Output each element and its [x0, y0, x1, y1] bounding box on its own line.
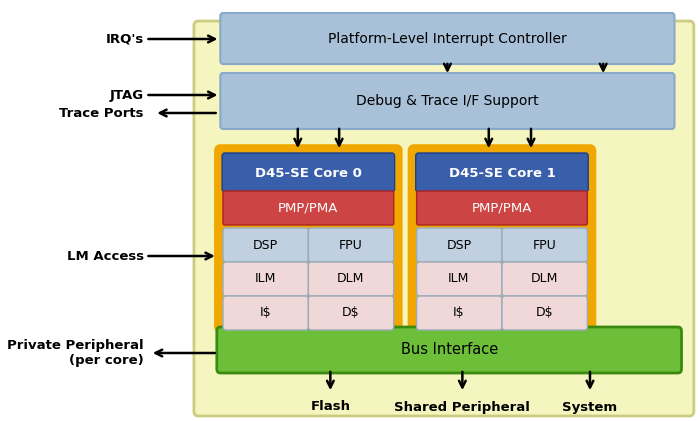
Text: ILM: ILM — [255, 272, 276, 285]
Text: FPU: FPU — [339, 239, 363, 251]
Text: PMP/PMA: PMP/PMA — [472, 202, 532, 215]
FancyBboxPatch shape — [222, 153, 395, 192]
FancyBboxPatch shape — [410, 147, 594, 330]
FancyBboxPatch shape — [309, 262, 393, 296]
FancyBboxPatch shape — [223, 262, 309, 296]
Text: Debug & Trace I/F Support: Debug & Trace I/F Support — [356, 94, 539, 108]
Text: DSP: DSP — [447, 239, 471, 251]
Text: D$: D$ — [342, 306, 359, 320]
Text: Platform-Level Interrupt Controller: Platform-Level Interrupt Controller — [328, 32, 567, 46]
FancyBboxPatch shape — [223, 191, 393, 225]
FancyBboxPatch shape — [416, 262, 502, 296]
Text: Private Peripheral
(per core): Private Peripheral (per core) — [7, 339, 143, 367]
Text: DSP: DSP — [253, 239, 278, 251]
Text: IRQ's: IRQ's — [106, 32, 144, 45]
Text: Bus Interface: Bus Interface — [400, 343, 498, 357]
Text: D45-SE Core 0: D45-SE Core 0 — [255, 166, 362, 179]
Text: I$: I$ — [453, 306, 465, 320]
FancyBboxPatch shape — [416, 228, 502, 262]
FancyBboxPatch shape — [502, 296, 587, 330]
FancyBboxPatch shape — [416, 191, 587, 225]
Text: D$: D$ — [536, 306, 553, 320]
Text: System: System — [562, 400, 617, 413]
Text: PMP/PMA: PMP/PMA — [278, 202, 339, 215]
FancyBboxPatch shape — [220, 13, 675, 64]
FancyBboxPatch shape — [416, 296, 502, 330]
Text: LM Access: LM Access — [66, 250, 144, 263]
FancyBboxPatch shape — [502, 228, 587, 262]
FancyBboxPatch shape — [223, 296, 309, 330]
Text: D45-SE Core 1: D45-SE Core 1 — [449, 166, 555, 179]
FancyBboxPatch shape — [502, 262, 587, 296]
Text: Flash: Flash — [310, 400, 351, 413]
FancyBboxPatch shape — [309, 228, 393, 262]
FancyBboxPatch shape — [217, 327, 682, 373]
Text: ILM: ILM — [448, 272, 470, 285]
FancyBboxPatch shape — [220, 73, 675, 129]
Text: I$: I$ — [260, 306, 271, 320]
FancyBboxPatch shape — [217, 147, 400, 330]
Text: Trace Ports: Trace Ports — [60, 107, 144, 120]
Text: DLM: DLM — [531, 272, 558, 285]
Text: Shared Peripheral: Shared Peripheral — [394, 400, 531, 413]
FancyBboxPatch shape — [416, 153, 588, 192]
Text: JTAG: JTAG — [110, 88, 144, 101]
FancyBboxPatch shape — [223, 228, 309, 262]
Text: FPU: FPU — [532, 239, 556, 251]
FancyBboxPatch shape — [194, 21, 694, 416]
Text: DLM: DLM — [337, 272, 364, 285]
FancyBboxPatch shape — [309, 296, 393, 330]
